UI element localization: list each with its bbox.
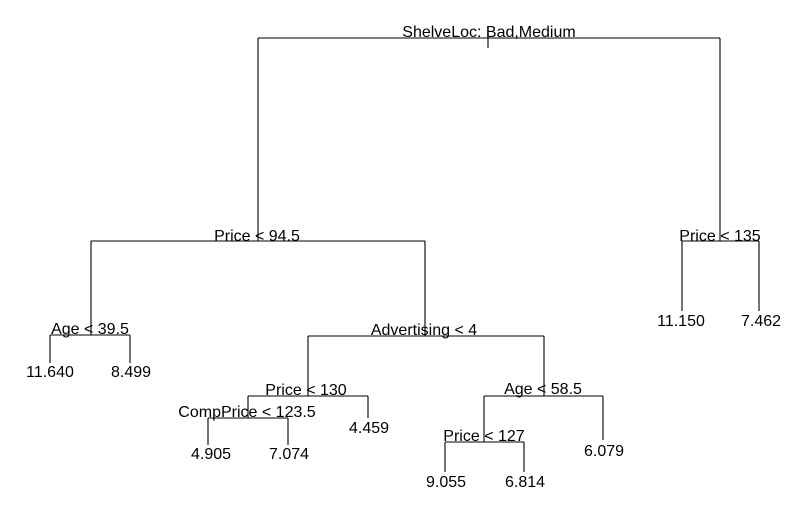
leaf-value: 11.150 (657, 313, 705, 330)
leaf-value: 7.462 (741, 313, 781, 330)
leaf-value: 6.079 (584, 443, 624, 460)
node-price135-label: Price < 135 (679, 228, 760, 245)
node-root-label: ShelveLoc: Bad,Medium (402, 24, 575, 41)
node-age39-label: Age < 39.5 (51, 321, 129, 338)
leaf-value: 6.814 (505, 474, 545, 491)
node-price94-label: Price < 94.5 (214, 228, 300, 245)
node-compprice-label: CompPrice < 123.5 (178, 404, 316, 421)
leaf-value: 9.055 (426, 474, 466, 491)
leaf-value: 4.905 (191, 446, 231, 463)
node-price130-label: Price < 130 (265, 382, 346, 399)
node-price127-label: Price < 127 (443, 428, 524, 445)
node-age58-label: Age < 58.5 (504, 381, 582, 398)
node-advertising-label: Advertising < 4 (371, 322, 477, 339)
leaf-value: 7.074 (269, 446, 309, 463)
leaf-value: 8.499 (111, 364, 151, 381)
leaf-value: 4.459 (349, 420, 389, 437)
leaf-value: 11.640 (26, 364, 74, 381)
